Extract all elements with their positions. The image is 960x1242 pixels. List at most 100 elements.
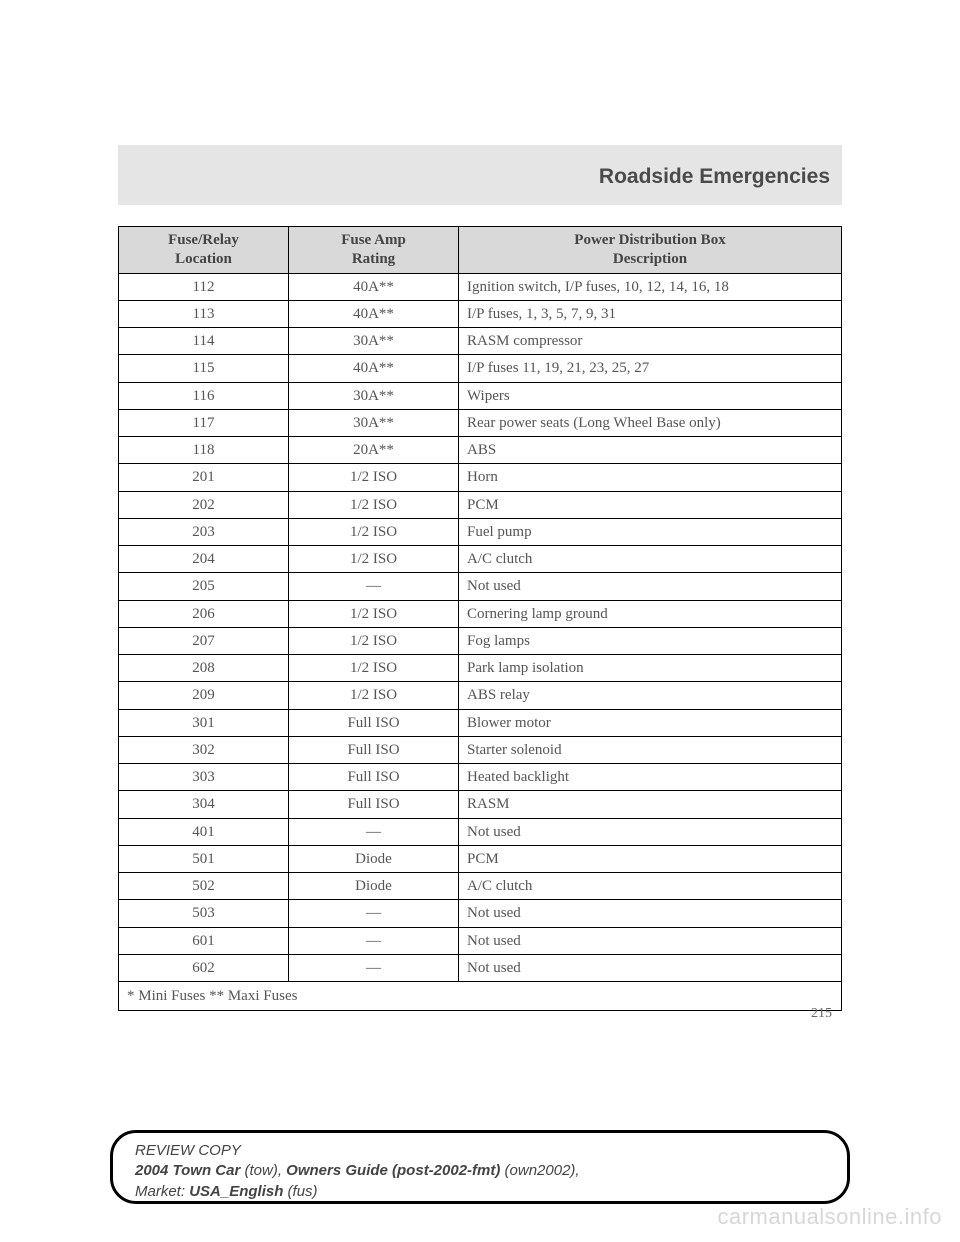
col3-header-line1: Power Distribution Box xyxy=(574,232,725,248)
cell-amp: Full ISO xyxy=(289,764,459,791)
cell-location: 301 xyxy=(119,709,289,736)
cell-location: 201 xyxy=(119,464,289,491)
cell-location: 205 xyxy=(119,573,289,600)
footer-l2-sep: , xyxy=(278,1162,286,1179)
cell-location: 503 xyxy=(119,900,289,927)
col2-header-line2: Rating xyxy=(352,251,395,267)
cell-description: Starter solenoid xyxy=(459,736,842,763)
watermark: carmanualsonline.info xyxy=(717,1204,942,1230)
footer-l3-bold: USA_English xyxy=(189,1183,283,1200)
table-row: 11430A**RASM compressor xyxy=(119,328,842,355)
cell-description: Fuel pump xyxy=(459,518,842,545)
footer-l2-bold2: Owners Guide (post-2002-fmt) xyxy=(286,1162,500,1179)
cell-location: 206 xyxy=(119,600,289,627)
table-row: 2011/2 ISOHorn xyxy=(119,464,842,491)
cell-location: 118 xyxy=(119,437,289,464)
footer-l3-label: Market: xyxy=(135,1183,189,1200)
footer-box: REVIEW COPY 2004 Town Car (tow), Owners … xyxy=(110,1130,850,1204)
cell-amp: 1/2 ISO xyxy=(289,491,459,518)
footer-l2-end: , xyxy=(575,1162,579,1179)
cell-description: I/P fuses, 1, 3, 5, 7, 9, 31 xyxy=(459,300,842,327)
cell-location: 208 xyxy=(119,655,289,682)
footer-l2-i2: (own2002) xyxy=(500,1162,575,1179)
footer-l2-i1: (tow) xyxy=(240,1162,278,1179)
cell-description: Cornering lamp ground xyxy=(459,600,842,627)
cell-description: RASM xyxy=(459,791,842,818)
footer-line3: Market: USA_English (fus) xyxy=(135,1182,825,1202)
section-title: Roadside Emergencies xyxy=(599,165,830,189)
table-row: 2021/2 ISOPCM xyxy=(119,491,842,518)
cell-location: 502 xyxy=(119,873,289,900)
cell-location: 117 xyxy=(119,409,289,436)
cell-location: 114 xyxy=(119,328,289,355)
col3-header-line2: Description xyxy=(613,251,687,267)
cell-description: Blower motor xyxy=(459,709,842,736)
cell-amp: 30A** xyxy=(289,409,459,436)
cell-location: 116 xyxy=(119,382,289,409)
page: Roadside Emergencies Fuse/Relay Location… xyxy=(0,0,960,1242)
table-row: 2041/2 ISOA/C clutch xyxy=(119,546,842,573)
table-row: 2081/2 ISOPark lamp isolation xyxy=(119,655,842,682)
cell-location: 601 xyxy=(119,927,289,954)
cell-amp: Full ISO xyxy=(289,736,459,763)
footer-line1: REVIEW COPY xyxy=(135,1141,825,1161)
cell-location: 204 xyxy=(119,546,289,573)
cell-amp: 1/2 ISO xyxy=(289,627,459,654)
cell-location: 602 xyxy=(119,954,289,981)
cell-amp: 40A** xyxy=(289,300,459,327)
table-row: 205—Not used xyxy=(119,573,842,600)
cell-amp: 1/2 ISO xyxy=(289,682,459,709)
page-number: 215 xyxy=(811,1006,832,1022)
cell-location: 207 xyxy=(119,627,289,654)
table-row: 303Full ISOHeated backlight xyxy=(119,764,842,791)
cell-amp: 1/2 ISO xyxy=(289,655,459,682)
table-row: 304Full ISORASM xyxy=(119,791,842,818)
cell-description: Not used xyxy=(459,954,842,981)
cell-amp: — xyxy=(289,573,459,600)
cell-amp: 20A** xyxy=(289,437,459,464)
cell-description: Fog lamps xyxy=(459,627,842,654)
cell-amp: Full ISO xyxy=(289,791,459,818)
cell-description: ABS xyxy=(459,437,842,464)
cell-location: 302 xyxy=(119,736,289,763)
cell-description: ABS relay xyxy=(459,682,842,709)
cell-amp: — xyxy=(289,927,459,954)
col2-header-line1: Fuse Amp xyxy=(341,232,406,248)
cell-description: Ignition switch, I/P fuses, 10, 12, 14, … xyxy=(459,273,842,300)
table-row: 2061/2 ISOCornering lamp ground xyxy=(119,600,842,627)
col1-header: Fuse/Relay Location xyxy=(119,227,289,274)
cell-location: 202 xyxy=(119,491,289,518)
col3-header: Power Distribution Box Description xyxy=(459,227,842,274)
cell-description: Not used xyxy=(459,818,842,845)
cell-description: Rear power seats (Long Wheel Base only) xyxy=(459,409,842,436)
table-row: 302Full ISOStarter solenoid xyxy=(119,736,842,763)
cell-description: Not used xyxy=(459,900,842,927)
col1-header-line1: Fuse/Relay xyxy=(168,232,239,248)
table-header: Fuse/Relay Location Fuse Amp Rating Powe… xyxy=(119,227,842,274)
cell-description: I/P fuses 11, 19, 21, 23, 25, 27 xyxy=(459,355,842,382)
table-row: 11340A**I/P fuses, 1, 3, 5, 7, 9, 31 xyxy=(119,300,842,327)
cell-amp: 1/2 ISO xyxy=(289,546,459,573)
cell-description: A/C clutch xyxy=(459,546,842,573)
cell-amp: — xyxy=(289,900,459,927)
cell-description: Park lamp isolation xyxy=(459,655,842,682)
cell-location: 304 xyxy=(119,791,289,818)
table-row: 11240A**Ignition switch, I/P fuses, 10, … xyxy=(119,273,842,300)
table-row: 301Full ISOBlower motor xyxy=(119,709,842,736)
cell-amp: 40A** xyxy=(289,273,459,300)
cell-amp: Diode xyxy=(289,873,459,900)
cell-location: 113 xyxy=(119,300,289,327)
footer-l3-i: (fus) xyxy=(283,1183,317,1200)
table-row: 11540A**I/P fuses 11, 19, 21, 23, 25, 27 xyxy=(119,355,842,382)
table-row: 502DiodeA/C clutch xyxy=(119,873,842,900)
cell-description: A/C clutch xyxy=(459,873,842,900)
cell-amp: — xyxy=(289,818,459,845)
footer-line2: 2004 Town Car (tow), Owners Guide (post-… xyxy=(135,1161,825,1181)
cell-amp: 1/2 ISO xyxy=(289,600,459,627)
cell-description: PCM xyxy=(459,845,842,872)
table-row: 2031/2 ISOFuel pump xyxy=(119,518,842,545)
cell-description: Not used xyxy=(459,927,842,954)
cell-description: RASM compressor xyxy=(459,328,842,355)
cell-location: 501 xyxy=(119,845,289,872)
cell-location: 115 xyxy=(119,355,289,382)
